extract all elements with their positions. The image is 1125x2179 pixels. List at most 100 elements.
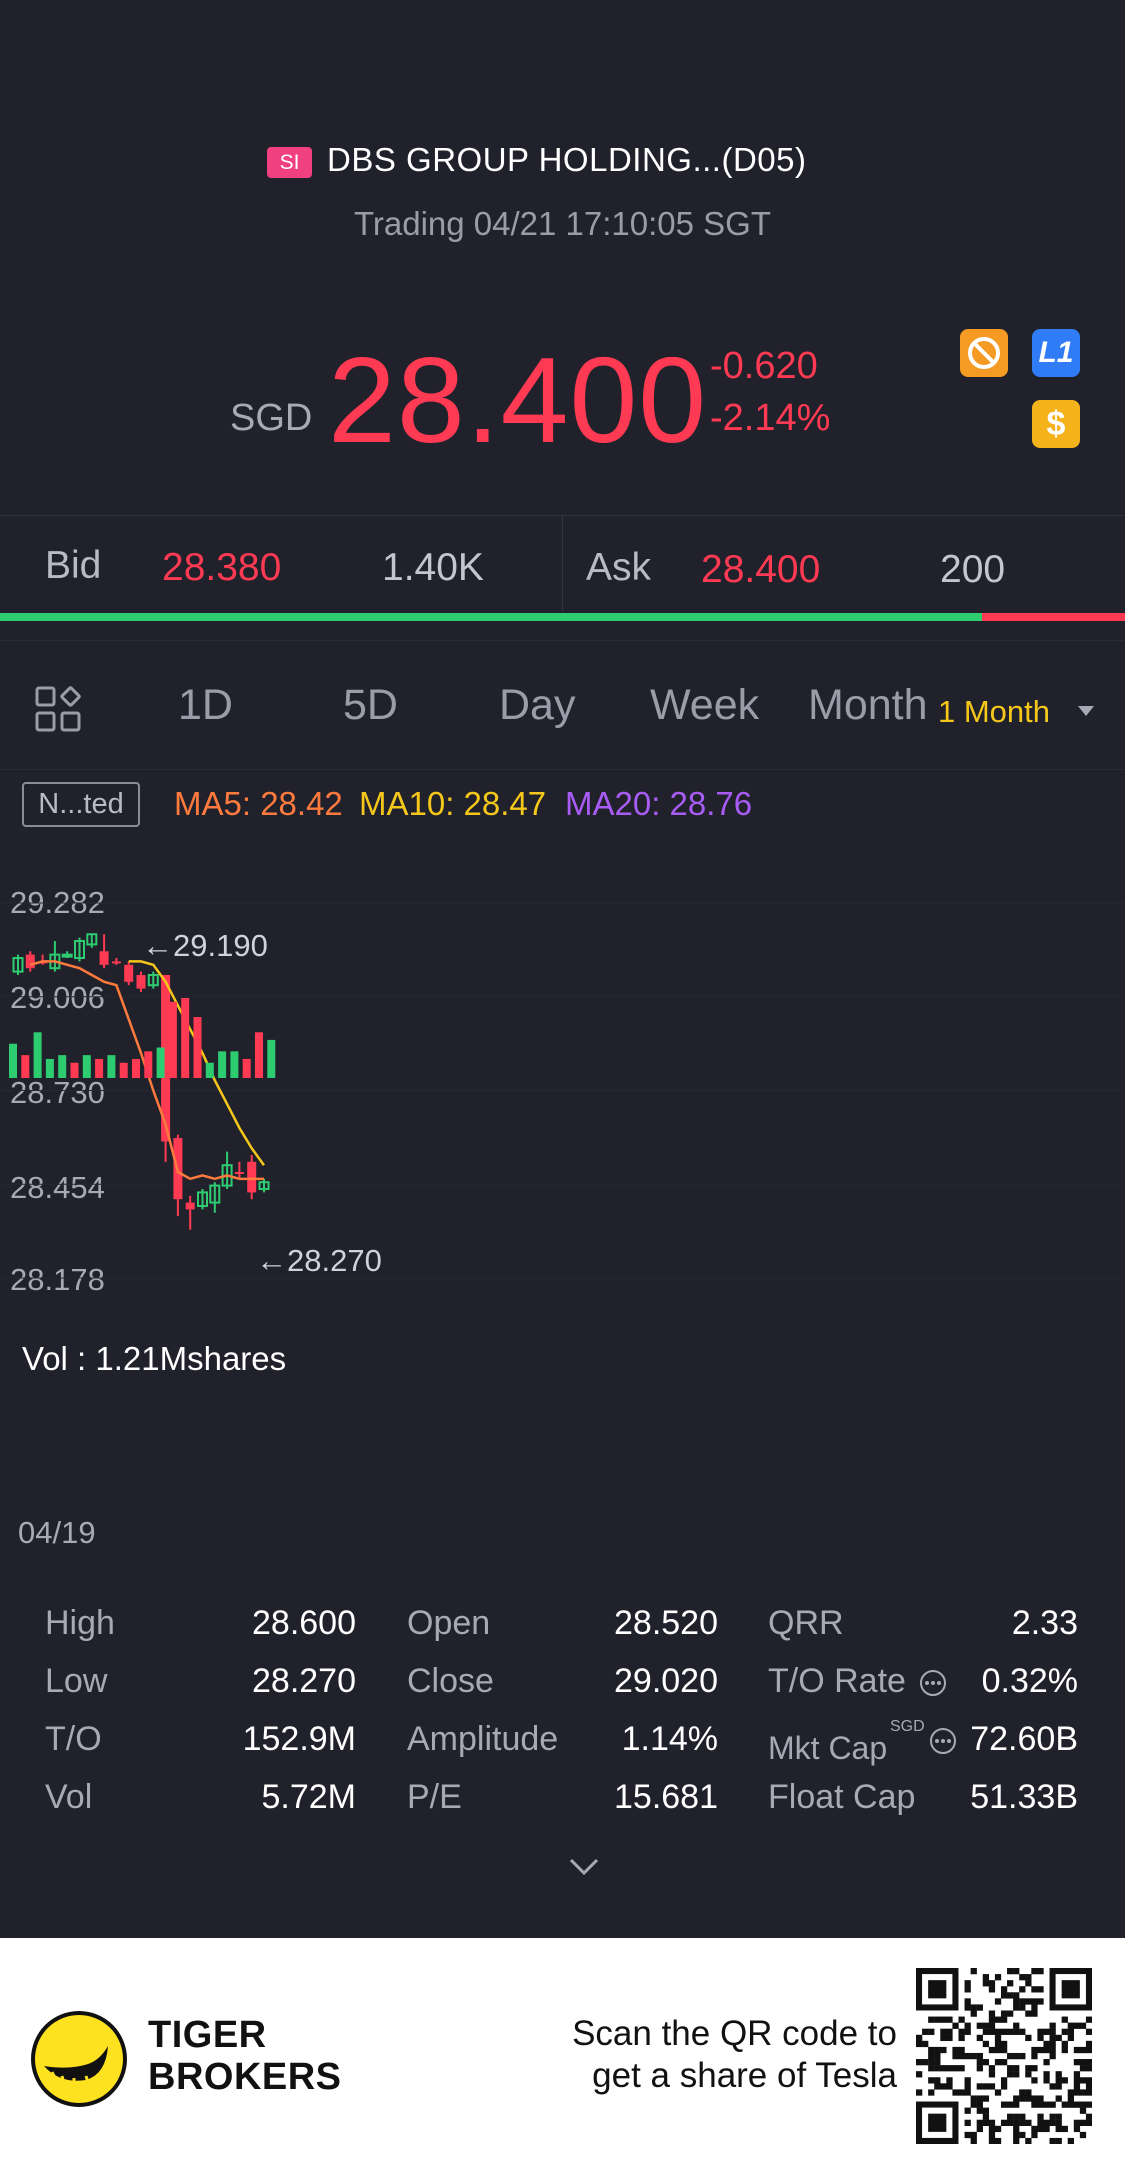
brand-line-2: BROKERS bbox=[148, 2056, 342, 2098]
candle bbox=[147, 971, 159, 989]
ask-label: Ask bbox=[586, 546, 652, 589]
stat-label: Vol bbox=[45, 1778, 93, 1816]
level1-icon[interactable]: L1 bbox=[1032, 329, 1080, 377]
candle bbox=[99, 934, 109, 969]
stat-value: 0.32% bbox=[981, 1662, 1078, 1700]
stat-label: QRR bbox=[768, 1604, 844, 1642]
dollar-icon[interactable]: $ bbox=[1032, 400, 1080, 448]
tab-week[interactable]: Week bbox=[650, 681, 760, 729]
candle bbox=[247, 1155, 257, 1200]
stat-label: High bbox=[45, 1604, 115, 1642]
candlestick-chart[interactable] bbox=[0, 770, 1125, 1570]
volume-bar bbox=[255, 1032, 263, 1078]
low-marker: ←28.270 bbox=[256, 1243, 382, 1278]
ma5-label: MA5: 28.42 bbox=[174, 785, 343, 822]
volume-bar bbox=[70, 1062, 79, 1078]
chart-area: N...ted MA5: 28.42 MA10: 28.47 MA20: 28.… bbox=[0, 770, 1125, 1570]
bid-price: 28.380 bbox=[162, 546, 282, 589]
volume-bar bbox=[95, 1058, 104, 1078]
chart-type-icon[interactable] bbox=[34, 685, 82, 738]
stat-value: 28.520 bbox=[614, 1604, 718, 1642]
stat-label: Low bbox=[45, 1662, 108, 1700]
stock-title[interactable]: DBS GROUP HOLDING...(D05) bbox=[327, 141, 807, 178]
stat-value: 15.681 bbox=[614, 1778, 718, 1816]
ma20-label: MA20: 28.76 bbox=[565, 785, 753, 822]
stat-value: 152.9M bbox=[242, 1720, 356, 1758]
stats-grid: High 28.600 Low 28.270 T/O 152.9M Vol 5.… bbox=[0, 1580, 1125, 1920]
volume-bar bbox=[205, 1062, 214, 1078]
price-change: -0.620 bbox=[710, 345, 818, 387]
candle bbox=[258, 1178, 270, 1193]
qr-code[interactable] bbox=[916, 1968, 1092, 2144]
stat-label: T/O Rate bbox=[768, 1662, 906, 1700]
candle bbox=[111, 958, 121, 965]
volume-bar bbox=[107, 1055, 116, 1078]
y-tick: 28.178 bbox=[10, 1262, 105, 1297]
volume-bar bbox=[230, 1051, 239, 1078]
stat-label: T/O bbox=[45, 1720, 102, 1758]
dropdown-icon[interactable] bbox=[1076, 704, 1096, 723]
indicator-selector[interactable]: N...ted bbox=[22, 782, 140, 827]
candle bbox=[25, 951, 35, 972]
last-price: 28.400 bbox=[328, 332, 708, 468]
date-label: 04/19 bbox=[18, 1515, 96, 1550]
ma10-label: MA10: 28.47 bbox=[359, 785, 547, 822]
price-change-percent: -2.14% bbox=[710, 397, 831, 439]
info-icon[interactable] bbox=[928, 1726, 958, 1761]
candle bbox=[161, 975, 171, 1162]
volume-bar bbox=[9, 1043, 17, 1078]
promo-footer[interactable]: TIGER BROKERS Scan the QR code to get a … bbox=[0, 1938, 1125, 2179]
tiger-logo-icon bbox=[30, 2010, 128, 2113]
tab-month[interactable]: Month bbox=[808, 681, 928, 729]
mktcap-currency: SGD bbox=[890, 1718, 925, 1735]
tab-5d[interactable]: 5D bbox=[343, 681, 398, 729]
tab-1d[interactable]: 1D bbox=[178, 681, 233, 729]
stat-value: 28.270 bbox=[252, 1662, 356, 1700]
volume-bar bbox=[168, 1001, 177, 1078]
trading-status: Trading 04/21 17:10:05 SGT bbox=[353, 205, 772, 242]
stat-value: 28.600 bbox=[252, 1604, 356, 1642]
info-icon[interactable] bbox=[918, 1668, 948, 1703]
expand-chevron-icon[interactable] bbox=[567, 1856, 601, 1883]
candle bbox=[86, 933, 98, 948]
candle bbox=[234, 1161, 244, 1179]
bid-ask-panel: Bid 28.380 1.40K Ask 28.400 200 bbox=[0, 515, 1125, 621]
candle bbox=[173, 1134, 183, 1217]
volume-bar bbox=[21, 1055, 30, 1078]
y-tick: 29.006 bbox=[10, 980, 105, 1015]
volume-bar bbox=[193, 1017, 202, 1078]
candle bbox=[61, 951, 73, 959]
volume-bar bbox=[45, 1058, 54, 1078]
stat-label: P/E bbox=[407, 1778, 462, 1816]
high-marker: ←29.190 bbox=[142, 928, 268, 963]
stat-label: Close bbox=[407, 1662, 494, 1700]
volume-bar bbox=[267, 1039, 276, 1078]
currency-label: SGD bbox=[230, 397, 313, 439]
volume-bar bbox=[132, 1058, 140, 1078]
tab-1-month-selected[interactable]: 1 Month bbox=[938, 694, 1051, 729]
bid-label: Bid bbox=[45, 544, 102, 587]
no-short-icon[interactable] bbox=[960, 329, 1008, 377]
volume-bar bbox=[156, 1047, 165, 1078]
candle bbox=[136, 971, 146, 992]
candle bbox=[197, 1189, 208, 1210]
bid-ratio-bar bbox=[0, 613, 983, 621]
stat-value: 72.60B bbox=[970, 1720, 1078, 1758]
candle bbox=[209, 1182, 221, 1213]
period-tabs: 1D 5D Day Week Month 1 Month bbox=[0, 640, 1125, 770]
ask-size: 200 bbox=[940, 548, 1006, 591]
stat-label: Mkt Cap bbox=[768, 1730, 888, 1766]
y-tick: 28.454 bbox=[10, 1170, 105, 1205]
volume-bar bbox=[33, 1032, 42, 1078]
bid-size: 1.40K bbox=[382, 546, 484, 589]
brand-line-1: TIGER bbox=[148, 2014, 267, 2056]
tab-day[interactable]: Day bbox=[499, 681, 576, 729]
candle bbox=[74, 937, 85, 962]
y-tick: 28.730 bbox=[10, 1075, 105, 1110]
volume-bar bbox=[58, 1055, 67, 1078]
volume-bar bbox=[242, 1058, 251, 1078]
stat-value: 1.14% bbox=[621, 1720, 718, 1758]
stat-label: Float Cap bbox=[768, 1778, 916, 1816]
quote-header: SI DBS GROUP HOLDING...(D05) Trading 04/… bbox=[0, 0, 1125, 515]
volume-bar bbox=[181, 998, 190, 1078]
